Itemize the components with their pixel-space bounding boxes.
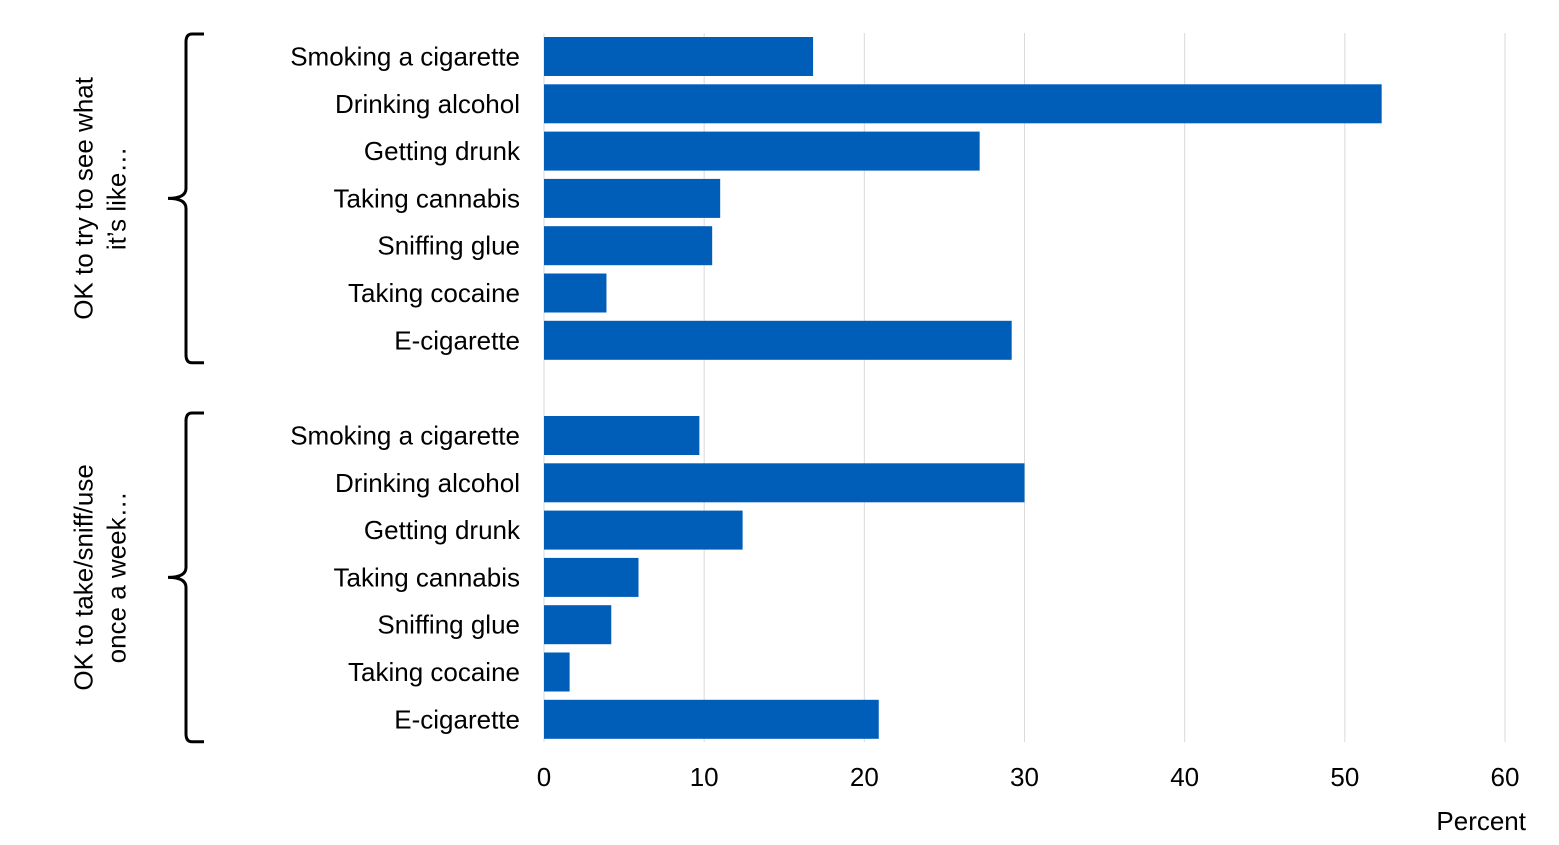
bar [544, 84, 1382, 124]
group-label: OK to try to see what it’s like… [69, 76, 132, 320]
group-labels: OK to try to see what it’s like… OK to tak… [69, 32, 204, 744]
bar [544, 273, 607, 313]
group-brace [167, 32, 204, 365]
category-label: Taking cannabis [334, 183, 520, 213]
category-label: Taking cocaine [348, 278, 520, 308]
bar [544, 605, 612, 645]
group-label: OK to take/sniff/use once a week… [69, 464, 132, 690]
bar [544, 510, 743, 550]
x-tick-label: 50 [1330, 762, 1359, 792]
bar [544, 652, 570, 692]
x-tick-label: 0 [537, 762, 551, 792]
category-label: Taking cocaine [348, 657, 520, 687]
category-label: Drinking alcohol [335, 89, 520, 119]
x-tick-label: 60 [1491, 762, 1520, 792]
category-label: E-cigarette [394, 325, 520, 355]
category-labels: Smoking a cigarette Drinking alcohol Getti… [290, 42, 521, 735]
bar [544, 557, 639, 597]
x-tick-label: 30 [1010, 762, 1039, 792]
group-label-line: it’s like… [102, 147, 132, 251]
x-tick-label: 20 [850, 762, 879, 792]
category-label: Smoking a cigarette [290, 421, 520, 451]
category-label: Getting drunk [364, 136, 521, 166]
bar [544, 699, 879, 739]
category-label: E-cigarette [394, 704, 520, 734]
group-brace [167, 411, 204, 744]
category-label: Sniffing glue [377, 231, 520, 261]
category-label: Drinking alcohol [335, 468, 520, 498]
bar [544, 416, 700, 455]
category-label: Sniffing glue [377, 610, 520, 640]
x-tick-label: 10 [690, 762, 719, 792]
group-label-line: OK to take/sniff/use [69, 464, 99, 690]
category-label: Getting drunk [364, 515, 521, 545]
bar [544, 131, 980, 171]
x-tick-label: 40 [1170, 762, 1199, 792]
bar [544, 178, 721, 218]
category-label: Smoking a cigarette [290, 42, 520, 72]
bar [544, 463, 1025, 503]
bar [544, 37, 814, 76]
bars [544, 37, 1382, 739]
category-label: Taking cannabis [334, 562, 520, 592]
bar [544, 226, 713, 266]
group-label-line: OK to try to see what [69, 76, 99, 320]
bar [544, 320, 1012, 360]
x-axis-title: Percent [1436, 806, 1526, 836]
group-label-line: once a week… [102, 491, 132, 663]
x-axis-ticks: 0 10 20 30 40 50 60 [537, 762, 1520, 792]
